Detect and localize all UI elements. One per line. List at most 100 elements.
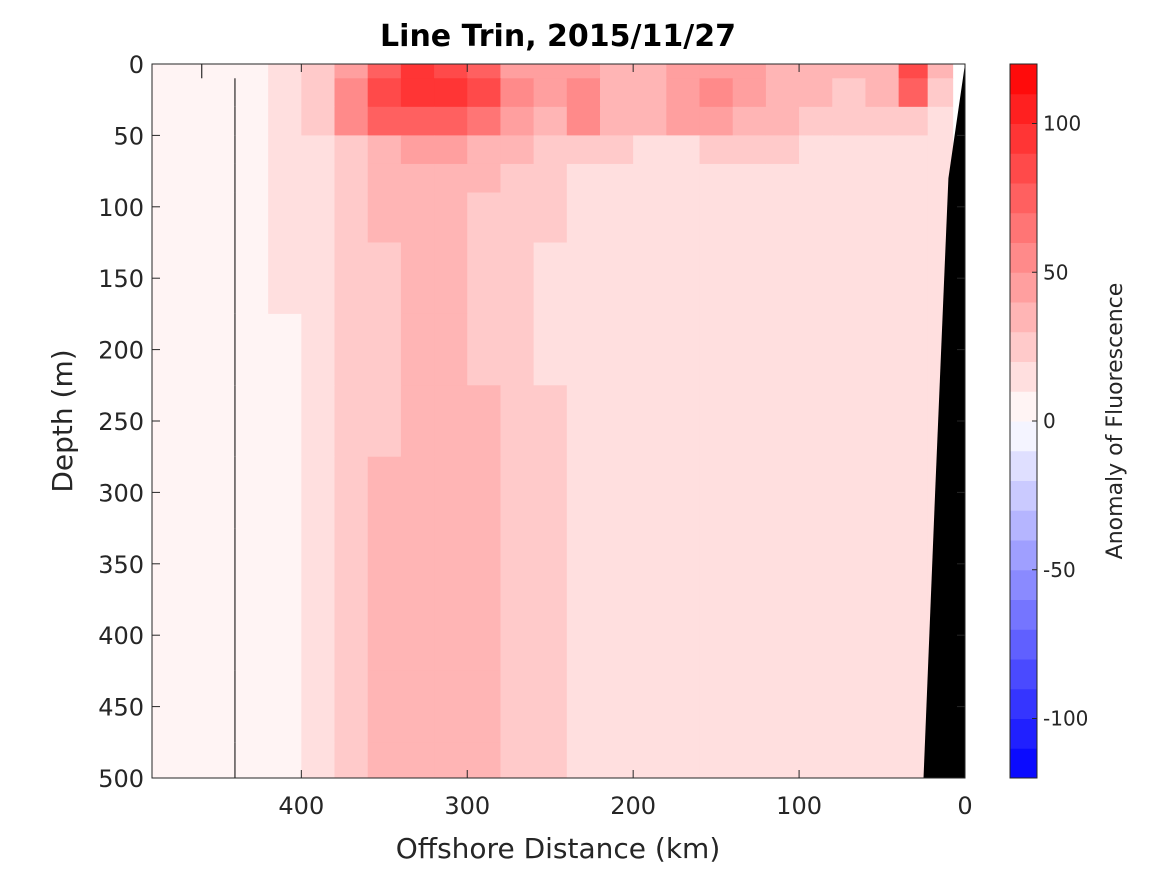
colorbar-ticks: 100 50 0 -50 -100 <box>1032 112 1088 731</box>
heatmap-cell <box>832 528 867 601</box>
heatmap-cell <box>367 456 402 529</box>
heatmap-cell <box>268 456 302 529</box>
heatmap-cell <box>765 670 800 743</box>
heatmap-cell <box>699 163 734 194</box>
heatmap-cell <box>467 385 502 458</box>
heatmap-cell <box>699 242 734 315</box>
heatmap-cell <box>168 599 203 672</box>
heatmap-cell <box>234 106 269 136</box>
heatmap-cell <box>865 528 900 601</box>
heatmap-cell <box>633 528 667 601</box>
heatmap-cell <box>234 742 269 778</box>
heatmap-cell <box>799 528 833 601</box>
heatmap-cell <box>566 106 601 136</box>
heatmap-cell <box>268 742 302 778</box>
heatmap-cell <box>234 599 269 672</box>
heatmap-cell <box>533 313 568 386</box>
heatmap-cell <box>201 456 236 529</box>
heatmap-cell <box>201 670 236 743</box>
heatmap-cell <box>699 64 734 79</box>
heatmap-cell <box>301 528 336 601</box>
heatmap-cell <box>152 670 170 743</box>
heatmap-cell <box>533 106 568 136</box>
heatmap-cell <box>400 385 435 458</box>
heatmap-cell <box>301 742 336 778</box>
heatmap-cell <box>434 78 468 108</box>
heatmap-cell <box>732 135 767 165</box>
heatmap-cell <box>898 385 929 458</box>
y-tick-label: 350 <box>98 551 144 579</box>
heatmap-cell <box>832 78 867 108</box>
heatmap-cell <box>633 64 667 79</box>
heatmap-cell <box>732 106 767 136</box>
heatmap-cell <box>152 456 170 529</box>
heatmap-cell <box>201 313 236 386</box>
heatmap-cell <box>699 135 734 165</box>
heatmap-cell <box>533 670 568 743</box>
heatmap-cell <box>400 163 435 194</box>
heatmap-cell <box>765 64 800 79</box>
heatmap-cell <box>268 135 302 165</box>
heatmap-cell <box>500 163 535 194</box>
heatmap-cell <box>898 599 929 672</box>
heatmap-cell <box>533 599 568 672</box>
heatmap-cell <box>799 456 833 529</box>
heatmap-cell <box>334 135 369 165</box>
heatmap-cell <box>234 64 269 79</box>
heatmap-cell <box>566 670 601 743</box>
heatmap-cell <box>599 64 634 79</box>
colorbar-segment <box>1010 688 1037 719</box>
zero-contour-lines <box>201 64 236 778</box>
heatmap-cell <box>599 456 634 529</box>
colorbar-segment <box>1010 540 1037 571</box>
heatmap-cell <box>865 313 900 386</box>
colorbar-segment <box>1010 659 1037 690</box>
heatmap-cell <box>832 670 867 743</box>
heatmap-cell <box>201 163 236 194</box>
heatmap-cell <box>301 78 336 108</box>
heatmap-cell <box>898 313 929 386</box>
heatmap-cell <box>467 670 502 743</box>
heatmap-cell <box>467 456 502 529</box>
x-tick-label: 300 <box>444 792 490 820</box>
heatmap-cell <box>666 135 701 165</box>
heatmap-cell <box>832 106 867 136</box>
heatmap-cell <box>400 456 435 529</box>
y-tick-label: 500 <box>98 765 144 793</box>
colorbar-segment <box>1010 510 1037 541</box>
heatmap-cell <box>168 385 203 458</box>
heatmap-cell <box>865 64 900 79</box>
heatmap-cell <box>533 163 568 194</box>
y-tick-label: 50 <box>113 122 144 150</box>
chart-title: Line Trin, 2015/11/27 <box>380 19 736 54</box>
heatmap-cell <box>201 135 236 165</box>
heatmap-cell <box>500 456 535 529</box>
colorbar-segment <box>1010 450 1037 481</box>
heatmap-cell <box>500 528 535 601</box>
heatmap-cell <box>400 78 435 108</box>
heatmap-cell <box>898 456 929 529</box>
heatmap-cell <box>367 106 402 136</box>
y-tick-label: 150 <box>98 265 144 293</box>
heatmap-cell <box>201 599 236 672</box>
heatmap-cell <box>201 106 236 136</box>
heatmap-cell <box>566 135 601 165</box>
heatmap-cell <box>168 163 203 194</box>
heatmap-cell <box>599 528 634 601</box>
heatmap-cell <box>566 599 601 672</box>
y-tick-label: 400 <box>98 622 144 650</box>
heatmap-cell <box>234 528 269 601</box>
heatmap-cell <box>898 670 929 743</box>
x-tick-label: 400 <box>278 792 324 820</box>
heatmap-cell <box>168 242 203 315</box>
x-tick-label: 0 <box>957 792 972 820</box>
heatmap-cell <box>865 599 900 672</box>
heatmap-cell <box>832 313 867 386</box>
heatmap-cell <box>152 528 170 601</box>
heatmap-cell <box>633 670 667 743</box>
heatmap-cell <box>268 106 302 136</box>
heatmap-cell <box>533 135 568 165</box>
heatmap-cell <box>334 106 369 136</box>
heatmap-cell <box>599 163 634 194</box>
heatmap-cell <box>168 313 203 386</box>
